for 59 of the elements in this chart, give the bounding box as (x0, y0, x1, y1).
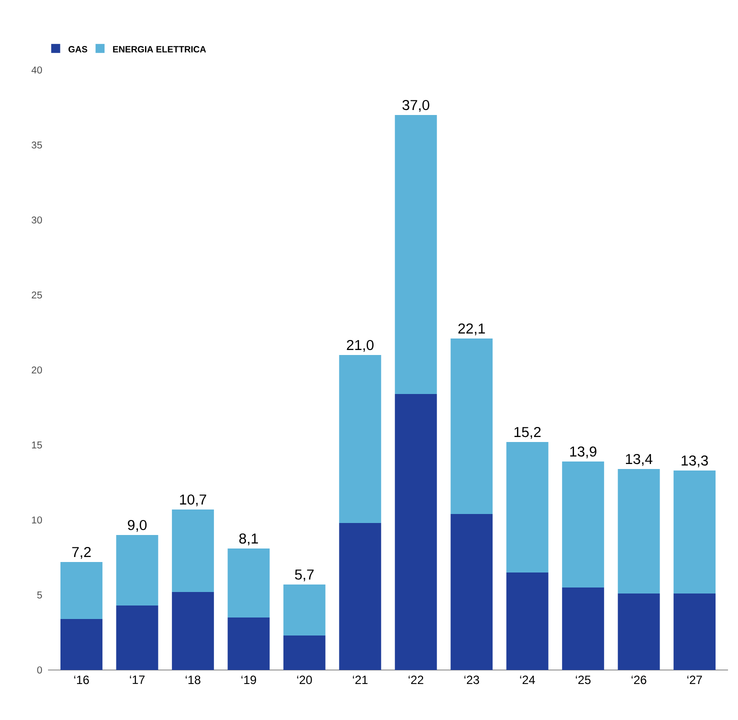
x-tick-label: ‘23 (464, 676, 480, 684)
bar (116, 535, 158, 606)
y-tick-label: 40 (32, 66, 42, 74)
bar (339, 523, 382, 670)
bar (618, 594, 660, 670)
bar (228, 618, 270, 670)
total-label: 21,0 (346, 340, 374, 352)
total-label: 37,0 (402, 100, 430, 112)
bar (618, 468, 660, 594)
total-label: 7,2 (72, 546, 91, 559)
bar (283, 584, 326, 636)
bar (60, 619, 102, 670)
bar (394, 394, 437, 670)
y-tick-label: 35 (32, 141, 42, 149)
x-tick-label: ‘21 (352, 676, 368, 684)
x-tick-label: ‘20 (297, 676, 312, 684)
bar (339, 354, 382, 523)
total-label: 8,1 (239, 533, 258, 546)
total-label: 13,3 (682, 455, 708, 468)
bar (450, 514, 493, 670)
bar (506, 572, 548, 670)
bar (283, 636, 326, 670)
x-tick-label: ‘18 (186, 676, 200, 684)
y-tick-label: 10 (32, 516, 42, 524)
y-tick-label: 15 (32, 442, 42, 448)
legend-label: GAS (68, 46, 88, 52)
x-tick-label: ‘19 (241, 676, 256, 684)
y-tick-label: 20 (32, 366, 42, 374)
bar (506, 442, 548, 572)
bar (228, 548, 270, 618)
bar (562, 588, 604, 670)
total-label: 22,1 (458, 323, 485, 336)
y-tick-label: 25 (32, 291, 42, 299)
x-tick-label: ‘24 (520, 676, 535, 684)
x-tick-label: ‘25 (576, 676, 591, 684)
x-tick-label: ‘27 (687, 676, 702, 684)
bar (674, 594, 716, 670)
y-tick-label: 30 (32, 216, 42, 224)
x-tick-label: ‘16 (74, 676, 89, 684)
bar (674, 470, 716, 594)
y-tick-label: 0 (37, 666, 42, 674)
x-tick-label: ‘17 (130, 676, 145, 684)
bar (60, 562, 102, 619)
total-label: 13,4 (626, 454, 652, 466)
bar (172, 509, 214, 592)
y-tick-label: 5 (37, 592, 42, 598)
legend-label: ENERGIA ELETTRICA (113, 46, 206, 52)
total-label: 15,2 (514, 426, 541, 439)
total-label: 5,7 (295, 570, 314, 582)
bar (394, 114, 437, 394)
bar (562, 461, 604, 588)
bar (172, 592, 214, 670)
total-label: 13,9 (570, 446, 596, 458)
x-tick-label: ‘22 (408, 676, 424, 684)
total-label: 9,0 (128, 520, 147, 532)
x-tick-label: ‘26 (632, 676, 646, 684)
total-label: 10,7 (180, 494, 206, 506)
bar (450, 338, 493, 514)
bar (116, 606, 158, 670)
